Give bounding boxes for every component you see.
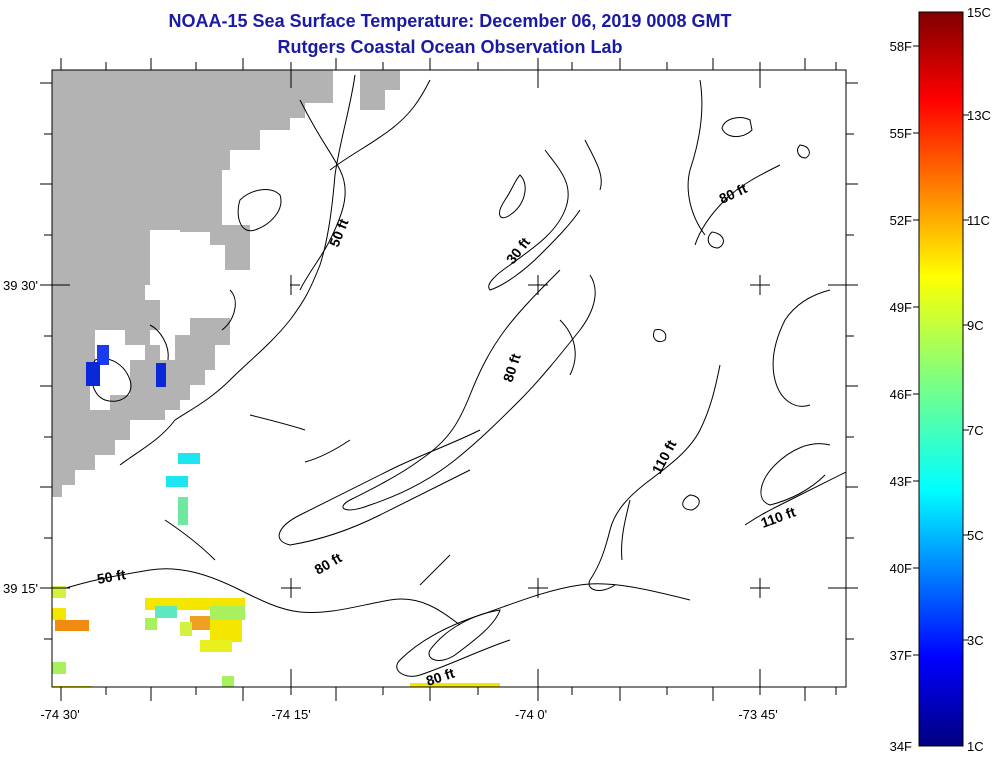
contour-label-50ft-b: 50 ft [96, 566, 127, 587]
axis-ticks [40, 58, 858, 701]
cb-label-13c: 13C [967, 108, 991, 123]
contour-label-110ft-b: 110 ft [759, 503, 798, 530]
colorbar-ticks [913, 45, 969, 656]
cb-label-52f: 52F [890, 213, 912, 228]
plot-area: 50 ft 30 ft 80 ft 80 ft 110 ft 110 ft 80… [52, 70, 846, 689]
lon-label-74-15: -74 15' [271, 707, 310, 722]
cb-label-37f: 37F [890, 648, 912, 663]
land-patch [360, 70, 400, 110]
cb-label-46f: 46F [890, 387, 912, 402]
contour-label-80ft-b: 80 ft [500, 351, 524, 384]
lat-label-39-15: 39 15' [3, 581, 38, 596]
grid-marks [52, 70, 846, 687]
lat-label-39-30: 39 30' [3, 278, 38, 293]
cb-label-11c: 11C [967, 213, 990, 228]
title-line-1: NOAA-15 Sea Surface Temperature: Decembe… [168, 11, 732, 31]
cb-label-49f: 49F [890, 300, 912, 315]
sst-pixels [52, 345, 500, 687]
contour-label-30ft: 30 ft [503, 234, 534, 267]
colorbar [918, 11, 964, 747]
contour-label-80ft-c: 80 ft [312, 549, 345, 577]
contour-label-80ft-d: 80 ft [424, 665, 457, 689]
cb-label-40f: 40F [890, 561, 912, 576]
cb-label-58f: 58F [890, 39, 912, 54]
cb-label-34f: 34F [890, 739, 912, 754]
lon-label-74-30: -74 30' [40, 707, 79, 722]
cb-label-3c: 3C [967, 633, 984, 648]
cb-label-55f: 55F [890, 126, 912, 141]
lon-label-74-0: -74 0' [515, 707, 547, 722]
cb-label-1c: 1C [967, 739, 984, 754]
title-line-2: Rutgers Coastal Ocean Observation Lab [277, 37, 623, 57]
cb-label-7c: 7C [967, 423, 984, 438]
lon-label-73-45: -73 45' [738, 707, 777, 722]
depth-contours [59, 74, 846, 677]
cb-label-43f: 43F [890, 474, 912, 489]
contour-label-110ft-a: 110 ft [649, 437, 680, 476]
cb-label-9c: 9C [967, 318, 984, 333]
cb-label-15c: 15C [967, 5, 991, 20]
cb-label-5c: 5C [967, 528, 984, 543]
plot-frame [51, 69, 847, 688]
